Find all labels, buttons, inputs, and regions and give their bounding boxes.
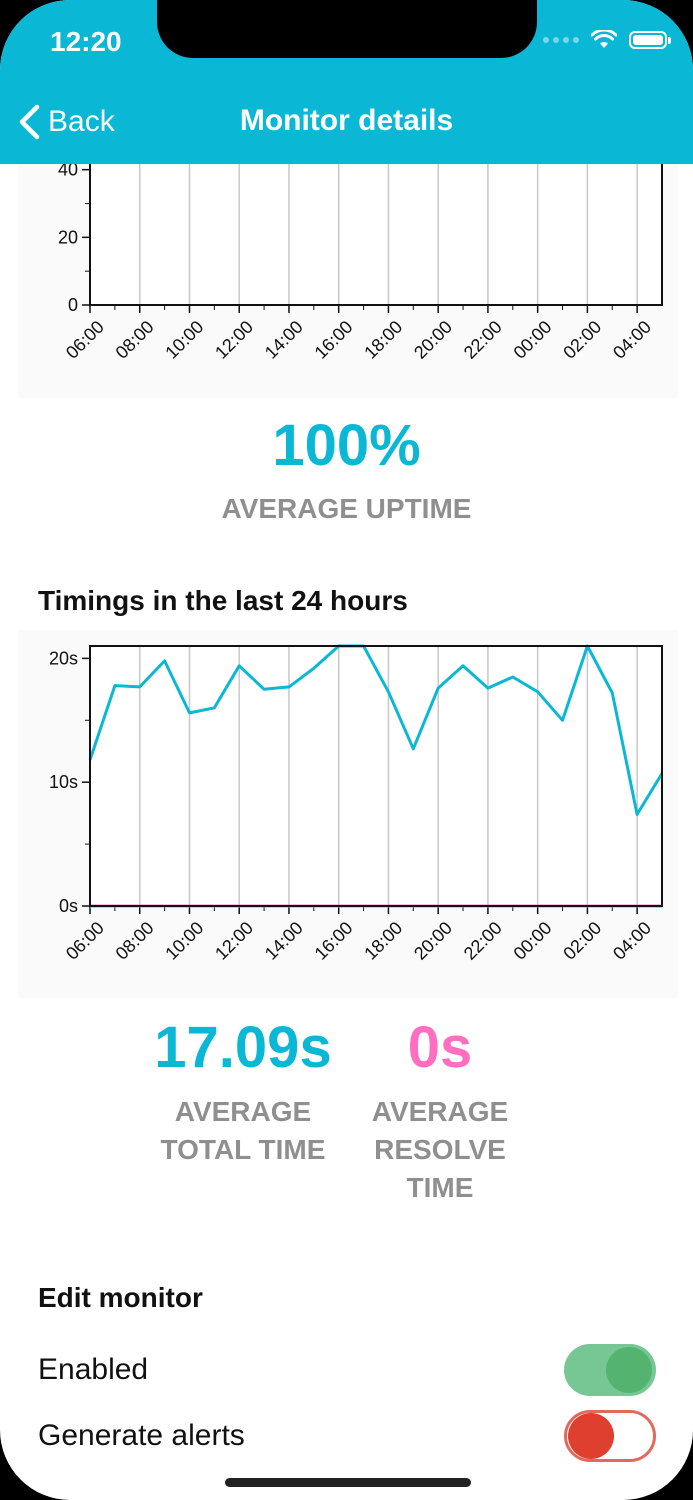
y-tick-label: 40: [58, 160, 78, 180]
plot-area: [90, 646, 662, 906]
x-tick-label: 06:00: [62, 317, 108, 363]
timings-chart: 06:00 08:00 10:00 12:00 14:00 16:00 18:00 20:00…: [18, 630, 678, 998]
x-tick-label: 02:00: [559, 918, 605, 964]
timings-chart-svg: 06:00 08:00 10:00 12:00 14:00 16:00 18:00 20:00…: [49, 644, 664, 964]
x-tick-label: 18:00: [360, 918, 406, 964]
timings-title: Timings in the last 24 hours: [38, 585, 408, 616]
x-tick-label: 22:00: [460, 918, 506, 964]
x-tick-label: 06:00: [62, 918, 108, 964]
total-time-label-line2: TOTAL TIME: [160, 1134, 326, 1165]
resolve-time-label-line2: RESOLVE: [374, 1134, 506, 1165]
enabled-toggle-knob: [606, 1347, 652, 1393]
total-time-label-line1: AVERAGE: [174, 1096, 312, 1127]
y-tick-label: 20: [58, 227, 78, 247]
generate-alerts-label: Generate alerts: [38, 1419, 245, 1452]
generate-alerts-toggle-knob: [568, 1413, 614, 1459]
x-tick-label: 14:00: [261, 918, 307, 964]
x-tick-label: 18:00: [360, 317, 406, 363]
edit-monitor-title: Edit monitor: [38, 1282, 203, 1313]
x-tick-label: 20:00: [410, 317, 456, 363]
x-tick-label: 02:00: [559, 317, 605, 363]
x-tick-label: 00:00: [510, 918, 556, 964]
plot-area: [90, 102, 662, 305]
resolve-time-label: AVERAGE RESOLVE TIME: [340, 1093, 540, 1207]
wifi-icon: [591, 30, 617, 48]
uptime-chart-svg: 06:00 08:00 10:00 12:00 14:00 16:00 18:00 20:00…: [58, 92, 663, 363]
total-time-value: 17.09s: [154, 1015, 332, 1080]
status-icons: [543, 30, 671, 50]
device-notch: [157, 0, 537, 58]
uptime-value: 100%: [272, 413, 421, 478]
x-tick-label: 08:00: [112, 918, 158, 964]
y-tick-label: 20s: [49, 648, 78, 668]
x-tick-label: 16:00: [311, 918, 357, 964]
generate-alerts-toggle[interactable]: [564, 1410, 656, 1462]
nav-header: 12:20 Back Monitor details: [0, 0, 693, 164]
uptime-chart: 06:00 08:00 10:00 12:00 14:00 16:00 18:00 20:00…: [18, 92, 678, 398]
x-tick-label: 14:00: [261, 317, 307, 363]
signal-icon: [543, 37, 579, 43]
back-label: Back: [48, 105, 115, 138]
x-tick-label: 04:00: [609, 317, 655, 363]
y-tick-label: 0s: [59, 896, 78, 916]
chevron-left-icon: [19, 104, 40, 140]
x-tick-label: 12:00: [211, 918, 257, 964]
home-indicator: [225, 1478, 471, 1487]
x-tick-label: 12:00: [211, 317, 257, 363]
resolve-time-label-line3: TIME: [406, 1172, 474, 1203]
status-time: 12:20: [50, 26, 122, 57]
x-tick-label: 22:00: [460, 317, 506, 363]
enabled-label: Enabled: [38, 1353, 149, 1386]
battery-icon: [629, 31, 671, 49]
x-tick-label: 10:00: [161, 918, 207, 964]
total-time-series-line: [88, 644, 664, 816]
enabled-toggle[interactable]: [564, 1344, 656, 1396]
resolve-time-value: 0s: [407, 1015, 473, 1080]
total-time-label: AVERAGE TOTAL TIME: [133, 1093, 353, 1169]
uptime-label: AVERAGE UPTIME: [221, 493, 472, 524]
back-button[interactable]: Back: [18, 104, 115, 140]
plot-border: [89, 645, 663, 907]
resolve-time-label-line1: AVERAGE: [371, 1096, 509, 1127]
y-tick-label: 10s: [49, 772, 78, 792]
x-tick-label: 16:00: [311, 317, 357, 363]
x-tick-label: 00:00: [510, 317, 556, 363]
x-tick-label: 04:00: [609, 918, 655, 964]
x-tick-label: 20:00: [410, 918, 456, 964]
x-tick-label: 08:00: [112, 317, 158, 363]
x-tick-label: 10:00: [161, 317, 207, 363]
y-tick-label: 0: [68, 295, 78, 315]
